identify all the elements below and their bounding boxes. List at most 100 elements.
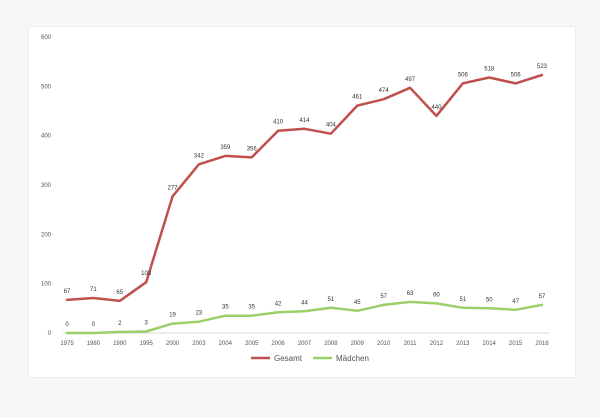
y-tick-label: 200 <box>41 232 52 238</box>
data-point-gesamt <box>198 163 200 166</box>
data-point-maedchen <box>541 304 543 306</box>
data-label-maedchen: 51 <box>328 297 335 303</box>
data-label-gesamt: 523 <box>537 64 548 70</box>
y-tick-label: 100 <box>41 282 52 288</box>
data-point-maedchen <box>330 307 332 309</box>
x-tick-label: 1990 <box>113 341 127 347</box>
data-point-gesamt <box>66 299 68 301</box>
x-tick-label: 2008 <box>324 341 338 347</box>
data-label-maedchen: 3 <box>144 321 148 327</box>
data-point-gesamt <box>382 98 385 100</box>
legend: Gesamt Mädchen <box>251 354 369 363</box>
data-label-gesamt: 404 <box>326 123 337 129</box>
legend-item-gesamt: Gesamt <box>251 354 303 363</box>
data-point-maedchen <box>145 330 147 333</box>
data-point-maedchen <box>66 332 68 334</box>
data-label-gesamt: 414 <box>299 118 310 124</box>
data-label-maedchen: 0 <box>65 322 69 328</box>
data-point-gesamt <box>250 156 253 159</box>
data-label-maedchen: 45 <box>354 300 361 306</box>
data-point-gesamt <box>488 76 491 79</box>
data-label-maedchen: 44 <box>301 300 308 306</box>
x-tick-label: 2009 <box>351 341 365 347</box>
data-label-gesamt: 410 <box>273 120 284 126</box>
legend-label-maedchen: Mädchen <box>336 354 369 363</box>
data-point-gesamt <box>303 127 306 130</box>
data-point-gesamt <box>92 297 95 299</box>
x-tick-labels: 1975 1980 1990 1995 2000 2003 2004 2005 2006 2007… <box>60 341 549 347</box>
data-label-maedchen: 35 <box>248 305 255 311</box>
x-tick-label: 2005 <box>245 341 259 347</box>
x-tick-label: 2012 <box>430 341 444 347</box>
data-label-maedchen: 0 <box>92 322 96 328</box>
data-label-gesamt: 474 <box>379 88 390 94</box>
data-point-maedchen <box>250 314 253 317</box>
data-point-gesamt <box>118 300 121 302</box>
data-point-gesamt <box>330 132 332 135</box>
data-point-gesamt <box>224 155 227 157</box>
y-tick-label: 0 <box>48 331 52 337</box>
data-point-gesamt <box>541 74 543 76</box>
series-lines <box>65 73 544 335</box>
data-point-maedchen <box>435 302 438 305</box>
x-tick-label: 2014 <box>483 341 497 347</box>
data-label-maedchen: 57 <box>380 294 387 300</box>
data-point-gesamt <box>171 195 174 198</box>
y-tick-label: 500 <box>41 84 52 90</box>
x-tick-label: 1975 <box>60 341 74 347</box>
data-point-gesamt <box>277 129 279 132</box>
x-tick-label: 2013 <box>456 341 470 347</box>
data-label-gesamt: 356 <box>247 146 258 152</box>
data-label-gesamt: 277 <box>168 185 179 191</box>
legend-label-gesamt: Gesamt <box>274 354 303 363</box>
data-label-maedchen: 35 <box>222 305 229 311</box>
data-label-maedchen: 50 <box>486 297 493 303</box>
data-label-maedchen: 42 <box>275 301 282 307</box>
data-point-maedchen <box>514 309 517 311</box>
x-tick-label: 2004 <box>219 341 233 347</box>
y-tick-label: 600 <box>41 35 52 41</box>
y-tick-labels: 0 100 200 300 400 500 600 <box>41 35 52 337</box>
x-tick-label: 2006 <box>271 341 285 347</box>
data-label-gesamt: 71 <box>90 287 97 293</box>
data-point-maedchen <box>356 310 359 312</box>
x-tick-label: 2015 <box>509 341 523 347</box>
data-label-maedchen: 60 <box>433 292 440 298</box>
chart-frame: 0 100 200 300 400 500 600 1975 1980 1990 1995 2000… <box>28 26 576 378</box>
data-point-gesamt <box>409 87 411 89</box>
data-point-gesamt <box>462 82 464 85</box>
data-point-gesamt <box>145 281 147 283</box>
data-label-gesamt: 67 <box>64 289 71 295</box>
data-label-gesamt: 497 <box>405 77 416 83</box>
data-point-maedchen <box>171 322 174 325</box>
data-label-gesamt: 440 <box>431 105 442 111</box>
data-point-maedchen <box>488 307 491 310</box>
x-tick-label: 2016 <box>535 341 549 347</box>
data-point-maedchen <box>92 332 95 334</box>
x-tick-label: 2011 <box>404 341 418 347</box>
data-point-maedchen <box>303 310 306 313</box>
x-tick-label: 2003 <box>192 341 206 347</box>
data-label-gesamt: 506 <box>458 72 469 78</box>
data-point-gesamt <box>514 82 517 85</box>
data-point-maedchen <box>462 307 464 309</box>
data-label-maedchen: 2 <box>118 321 122 327</box>
data-point-maedchen <box>382 304 385 306</box>
data-label-gesamt: 103 <box>141 271 152 277</box>
data-label-maedchen: 51 <box>459 297 466 303</box>
data-label-maedchen: 47 <box>512 299 519 305</box>
data-label-maedchen: 57 <box>539 294 546 300</box>
data-label-gesamt: 359 <box>220 145 231 151</box>
data-label-gesamt: 461 <box>352 95 363 101</box>
x-tick-label: 2000 <box>166 341 180 347</box>
data-point-maedchen <box>224 314 227 317</box>
data-point-gesamt <box>435 115 438 117</box>
data-label-gesamt: 506 <box>511 72 522 78</box>
data-label-maedchen: 19 <box>169 313 176 319</box>
series-line-maedchen <box>65 300 544 335</box>
x-tick-label: 1995 <box>139 341 153 347</box>
x-tick-label: 2007 <box>298 341 312 347</box>
data-point-maedchen <box>198 320 200 323</box>
